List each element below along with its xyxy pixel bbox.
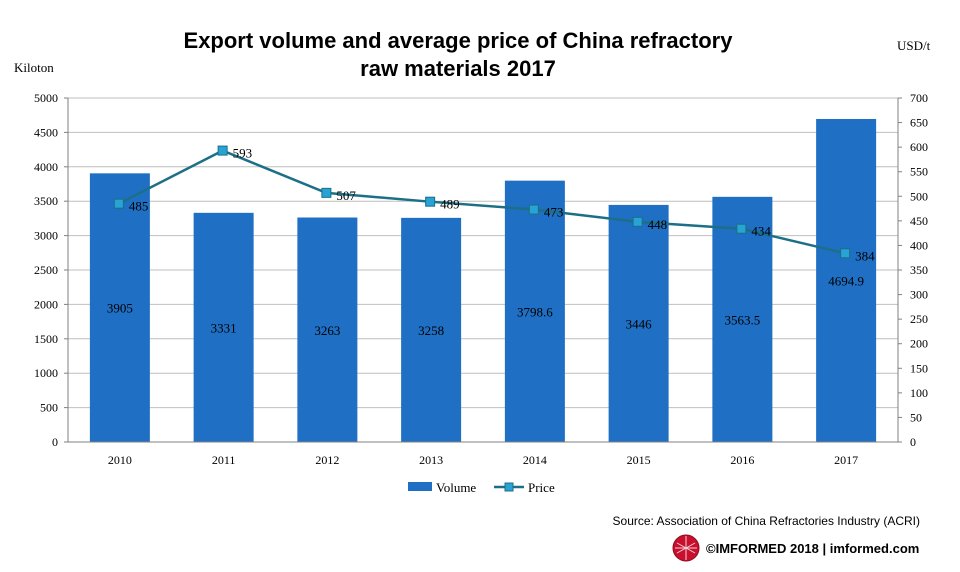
x-tick-label: 2017 [834,453,858,467]
volume-data-label: 3798.6 [517,304,553,319]
left-tick-label: 3500 [34,194,58,208]
left-tick-label: 4500 [34,125,58,139]
tick-labels: 0500100015002000250030003500400045005000… [34,91,928,467]
left-tick-label: 1500 [34,332,58,346]
right-tick-label: 150 [910,361,928,375]
right-tick-label: 350 [910,263,928,277]
left-axis-unit: Kiloton [14,60,54,75]
price-marker [840,248,851,259]
right-tick-label: 250 [910,312,928,326]
x-tick-label: 2012 [315,453,339,467]
legend-price-marker [504,482,514,492]
volume-bar [89,173,150,442]
chart-title-line2: raw materials 2017 [360,56,556,81]
volume-bar [297,217,358,442]
volume-data-label: 3331 [211,320,237,335]
price-data-label: 434 [751,224,771,239]
right-tick-label: 650 [910,116,928,130]
price-data-label: 485 [129,199,149,214]
imformed-logo-icon [672,534,700,562]
brand-text: ©IMFORMED 2018 | imformed.com [706,541,919,556]
x-tick-label: 2011 [212,453,236,467]
left-tick-label: 2500 [34,263,58,277]
x-tick-label: 2010 [108,453,132,467]
volume-bar [712,196,773,442]
left-tick-label: 2000 [34,297,58,311]
right-tick-label: 100 [910,386,928,400]
right-tick-label: 50 [910,410,922,424]
volume-bar [816,118,877,443]
price-data-label: 384 [855,248,875,263]
price-line-path [118,149,846,255]
source-note: Source: Association of China Refractorie… [613,514,920,528]
price-data-label: 489 [440,197,460,212]
volume-data-label: 3905 [107,301,133,316]
volume-bar [401,217,462,442]
right-tick-label: 500 [910,189,928,203]
right-tick-label: 550 [910,165,928,179]
volume-bar [504,180,565,443]
price-data-label: 473 [544,205,564,220]
x-tick-label: 2016 [730,453,754,467]
right-tick-label: 400 [910,238,928,252]
price-marker [217,145,228,156]
left-tick-label: 4000 [34,160,58,174]
volume-bar [608,204,669,442]
grid-lines [68,97,898,409]
legend-price-label: Price [528,480,555,495]
left-tick-label: 5000 [34,91,58,105]
x-tick-label: 2013 [419,453,443,467]
legend: Volume Price [408,480,555,495]
legend-volume-label: Volume [436,480,476,495]
left-tick-label: 3000 [34,229,58,243]
volume-data-label: 4694.9 [828,273,864,288]
price-line [113,145,851,259]
price-marker [425,196,436,207]
price-marker [632,216,643,227]
volume-data-label: 3446 [626,316,653,331]
volume-data-label: 3563.5 [725,312,761,327]
volume-bar [193,212,254,442]
right-tick-label: 600 [910,140,928,154]
left-tick-label: 1000 [34,366,58,380]
price-data-label: 448 [648,217,668,232]
x-tick-label: 2015 [627,453,651,467]
right-tick-label: 200 [910,337,928,351]
right-tick-label: 700 [910,91,928,105]
price-marker [528,204,539,215]
right-tick-label: 300 [910,288,928,302]
chart-title-line1: Export volume and average price of China… [184,28,734,53]
price-data-label: 593 [233,146,253,161]
volume-bars [89,118,877,443]
x-tick-label: 2014 [523,453,547,467]
price-marker [321,187,332,198]
axes [64,97,902,443]
left-tick-label: 0 [52,435,58,449]
volume-data-label: 3258 [418,323,444,338]
legend-volume-swatch [408,482,432,491]
left-tick-label: 500 [40,401,58,415]
right-tick-label: 0 [910,435,916,449]
price-marker [736,223,747,234]
right-tick-label: 450 [910,214,928,228]
right-axis-unit: USD/t [897,38,931,53]
data-labels: 3905 3331 3263 3258 3798.6 3446 3563.5 4694.9 48… [107,146,875,338]
price-marker [113,198,124,209]
volume-data-label: 3263 [314,323,340,338]
price-data-label: 507 [336,188,356,203]
